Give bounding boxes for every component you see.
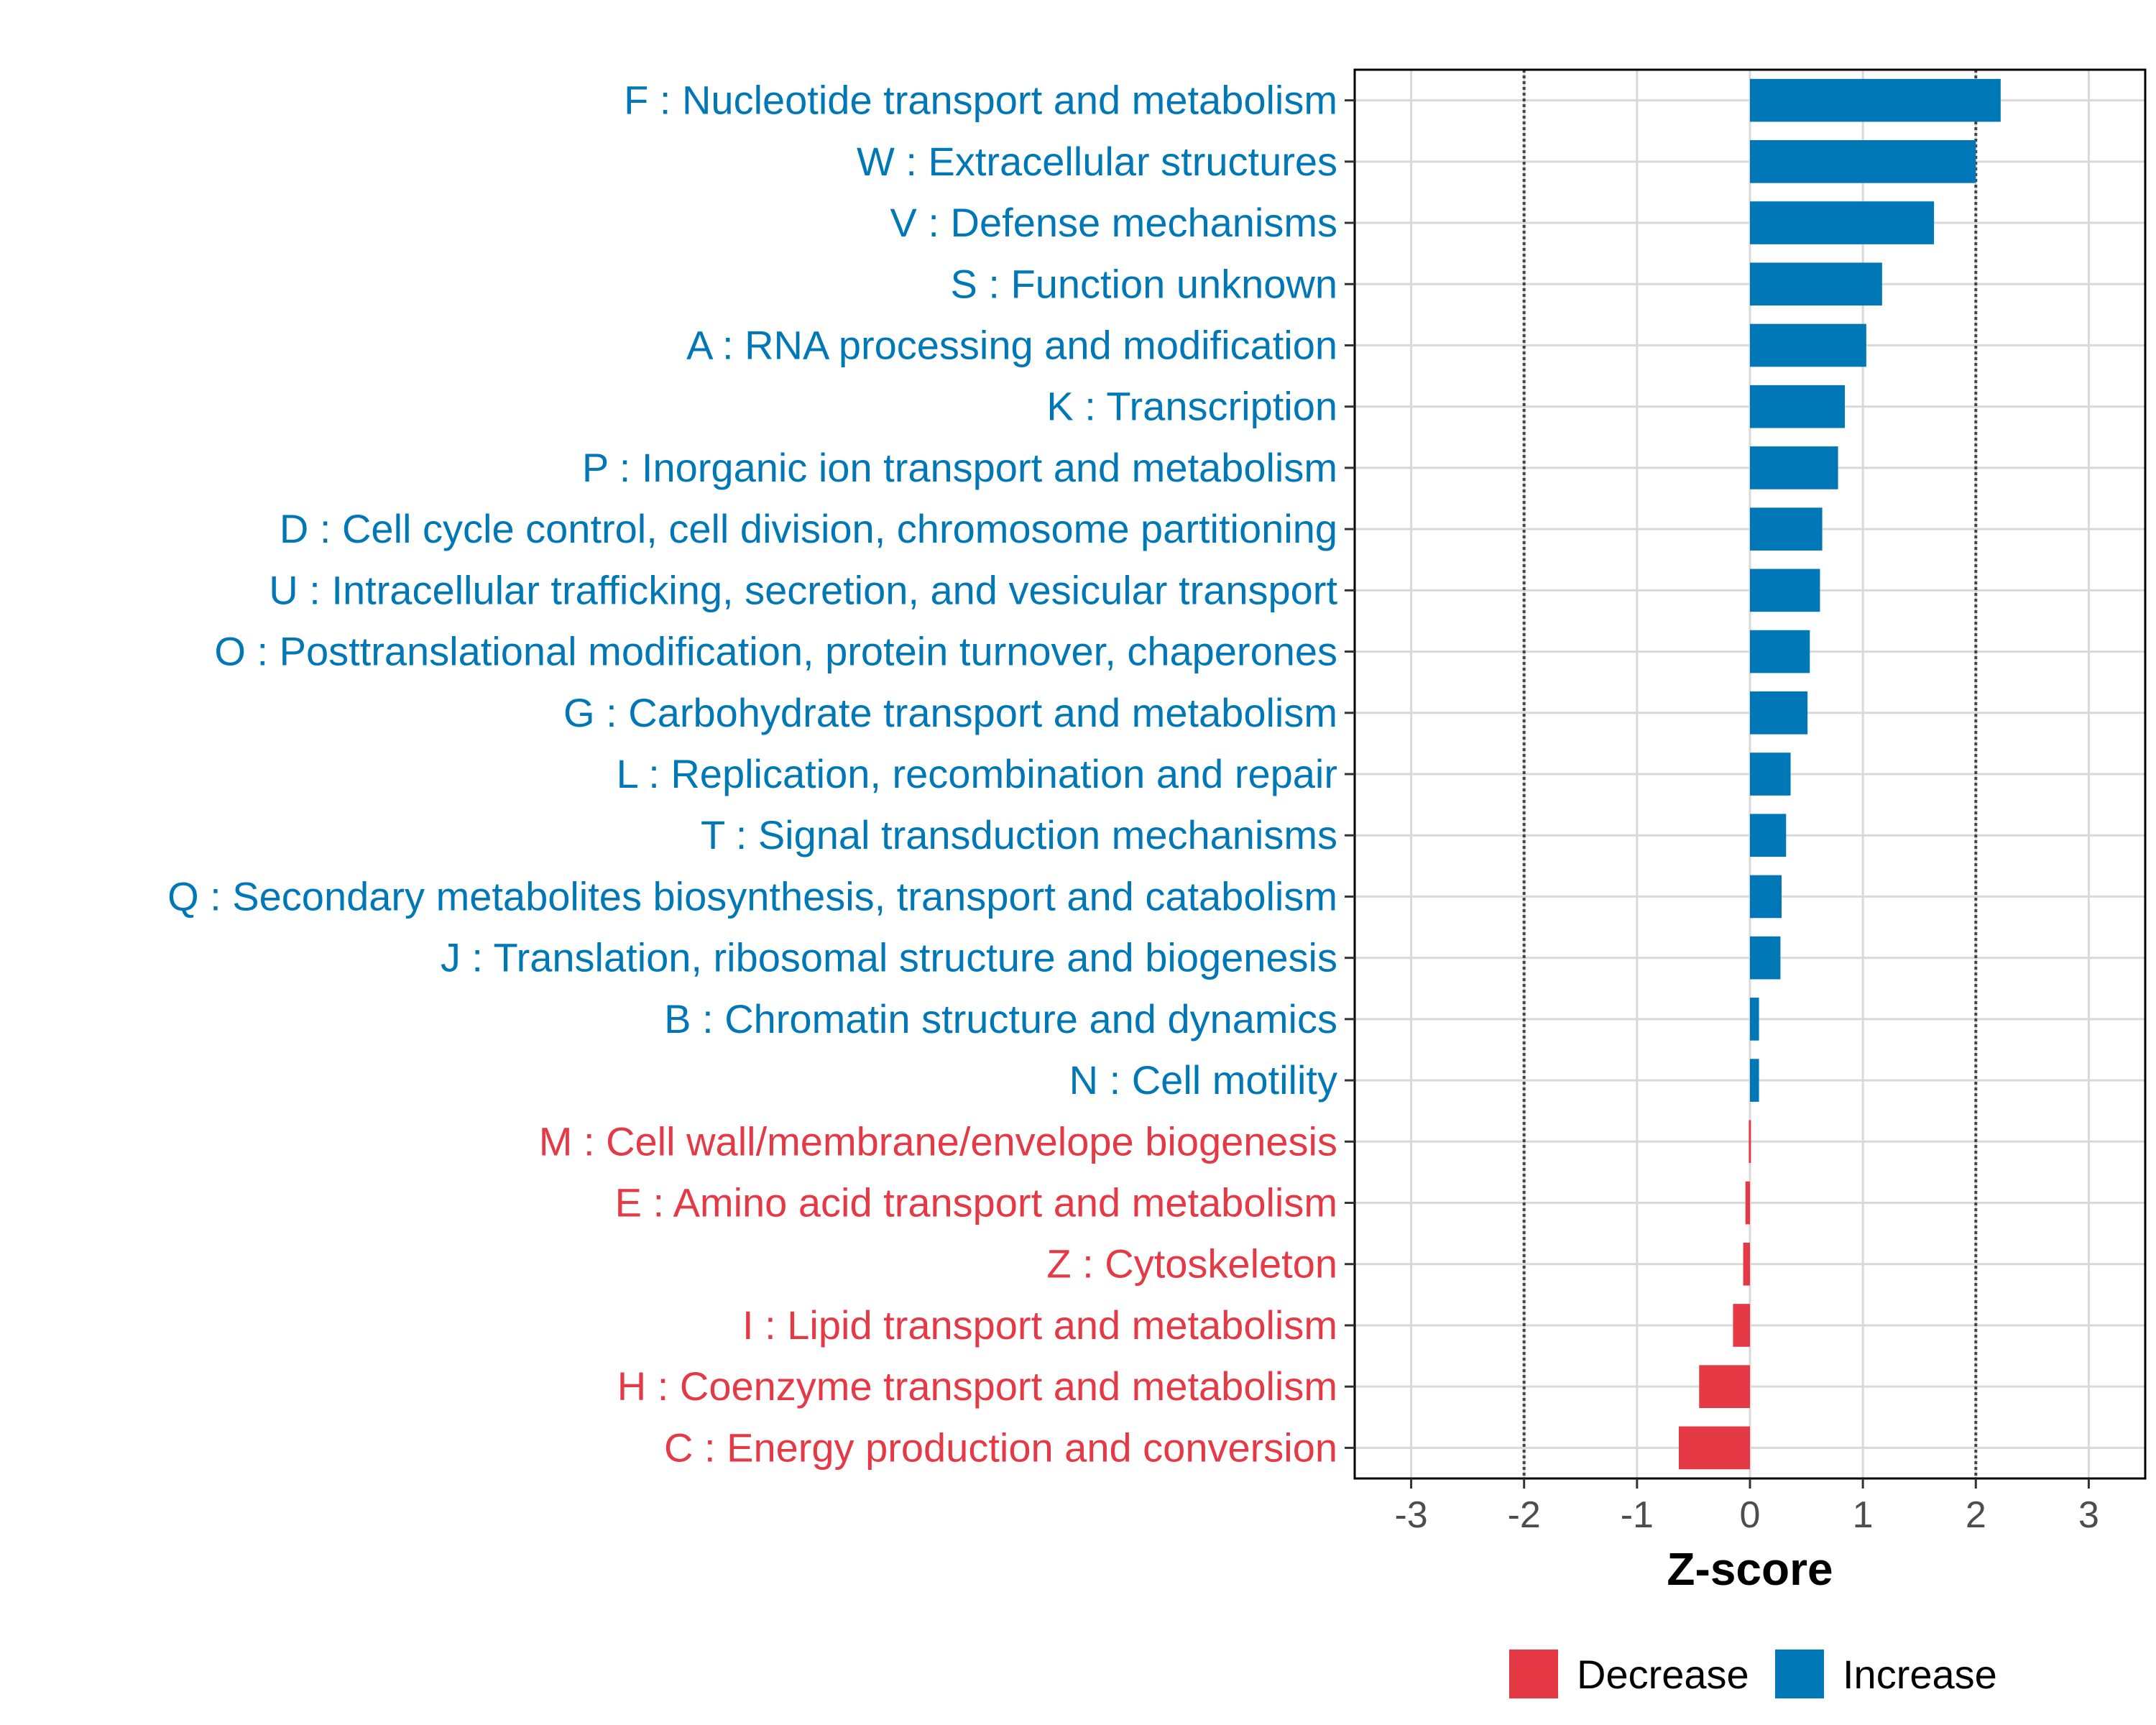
bar: [1750, 630, 1810, 673]
category-label: L : Replication, recombination and repai…: [617, 751, 1337, 796]
bar: [1745, 1181, 1750, 1225]
x-tick-label: 1: [1853, 1494, 1874, 1536]
category-label: C : Energy production and conversion: [664, 1425, 1337, 1470]
x-tick-label: 3: [2078, 1494, 2099, 1536]
category-label: V : Defense mechanisms: [890, 200, 1337, 245]
category-label: W : Extracellular structures: [857, 139, 1337, 184]
y-axis-ticks: [1345, 99, 1355, 1449]
bar: [1750, 753, 1791, 796]
x-axis-ticks: -3 -2 -1 0 1 2 3: [1394, 1478, 2099, 1536]
bar: [1749, 1120, 1751, 1164]
category-label: A : RNA processing and modification: [686, 322, 1337, 367]
bar: [1743, 1242, 1750, 1286]
bar: [1750, 140, 1976, 183]
bar: [1750, 814, 1787, 857]
bar: [1750, 569, 1820, 612]
category-label: H : Coenzyme transport and metabolism: [617, 1363, 1337, 1409]
bars: [1679, 78, 2001, 1470]
bar: [1750, 691, 1808, 735]
category-label: S : Function unknown: [950, 261, 1337, 306]
bar: [1733, 1304, 1750, 1347]
category-label: I : Lipid transport and metabolism: [742, 1302, 1337, 1348]
bar: [1750, 201, 1935, 244]
category-label: P : Inorganic ion transport and metaboli…: [582, 445, 1337, 490]
bar: [1750, 507, 1823, 551]
reference-lines: [1522, 70, 1978, 1478]
category-label: N : Cell motility: [1069, 1057, 1337, 1103]
category-label: Z : Cytoskeleton: [1046, 1241, 1337, 1287]
legend-swatch-decrease: [1509, 1650, 1558, 1698]
bar: [1750, 446, 1838, 489]
bar: [1750, 936, 1781, 980]
category-label: K : Transcription: [1046, 384, 1337, 429]
category-label: U : Intracellular trafficking, secretion…: [269, 567, 1337, 612]
bar: [1750, 385, 1845, 428]
x-tick-label: 0: [1740, 1494, 1761, 1536]
bar: [1750, 1059, 1759, 1102]
bar: [1750, 323, 1866, 367]
bar: [1679, 1426, 1750, 1470]
legend-label-decrease: Decrease: [1577, 1652, 1749, 1697]
category-labels: F : Nucleotide transport and metabolism W…: [167, 78, 1337, 1471]
bar: [1750, 78, 2001, 122]
x-tick-label: -2: [1508, 1494, 1541, 1536]
legend: Decrease Increase: [1509, 1650, 1997, 1698]
bar: [1750, 262, 1882, 306]
category-label: T : Signal transduction mechanisms: [701, 812, 1337, 857]
category-label: M : Cell wall/membrane/envelope biogenes…: [539, 1118, 1337, 1164]
x-tick-label: -3: [1394, 1494, 1427, 1536]
category-label: Q : Secondary metabolites biosynthesis, …: [167, 873, 1337, 919]
legend-label-increase: Increase: [1843, 1652, 1997, 1697]
x-tick-label: 2: [1966, 1494, 1986, 1536]
category-label: D : Cell cycle control, cell division, c…: [280, 506, 1337, 551]
category-label: G : Carbohydrate transport and metabolis…: [563, 690, 1337, 735]
bar: [1699, 1365, 1750, 1408]
x-tick-label: -1: [1621, 1494, 1654, 1536]
bar: [1750, 875, 1782, 919]
legend-swatch-increase: [1775, 1650, 1824, 1698]
x-axis-title: Z-score: [1667, 1543, 1833, 1595]
category-label: E : Amino acid transport and metabolism: [615, 1180, 1337, 1225]
category-label: J : Translation, ribosomal structure and…: [441, 935, 1337, 980]
category-label: B : Chromatin structure and dynamics: [664, 996, 1337, 1041]
category-label: F : Nucleotide transport and metabolism: [624, 78, 1337, 123]
bar: [1750, 998, 1759, 1041]
category-label: O : Posttranslational modification, prot…: [214, 629, 1337, 674]
